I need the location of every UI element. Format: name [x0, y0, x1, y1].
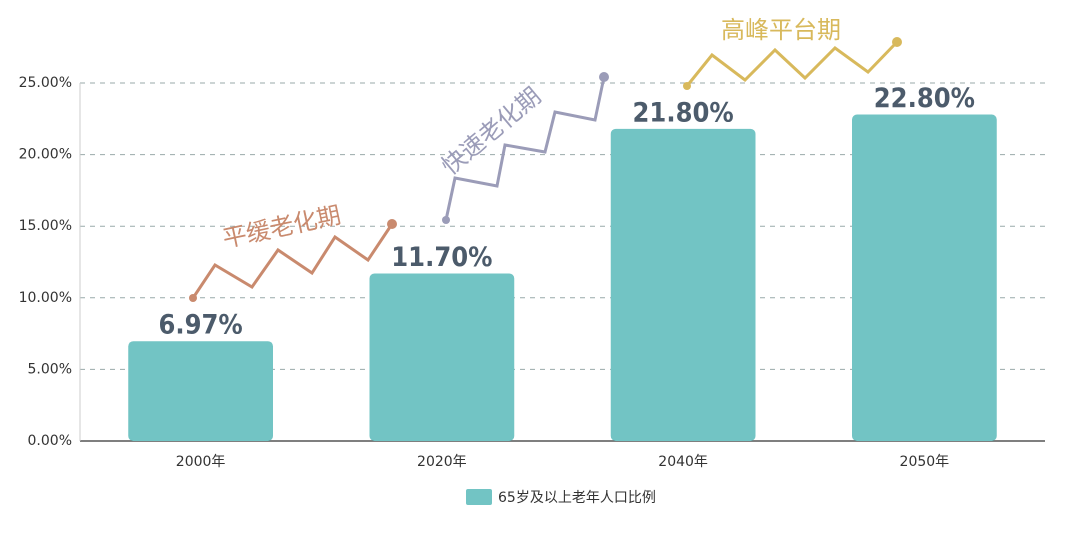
bars [128, 114, 997, 441]
y-tick-label: 15.00% [19, 218, 72, 234]
y-tick-label: 0.00% [28, 433, 72, 449]
x-tick-label: 2050年 [900, 454, 950, 470]
legend: 65岁及以上老年人口比例 [466, 489, 656, 506]
y-tick-label: 20.00% [19, 147, 72, 163]
x-tick-label: 2040年 [658, 454, 708, 470]
bar [369, 273, 515, 441]
zigzag [444, 76, 606, 221]
bar [128, 341, 273, 441]
bar [852, 114, 997, 441]
decorations [189, 37, 902, 302]
bar [610, 128, 756, 441]
x-tick-label: 2000年 [176, 454, 226, 470]
y-tick-label: 25.00% [19, 75, 72, 91]
legend-swatch [466, 489, 492, 505]
zigzag [685, 40, 899, 87]
dot [387, 219, 397, 229]
value-label: 22.80% [874, 83, 975, 114]
value-label: 21.80% [633, 97, 734, 128]
y-tick-label: 10.00% [19, 290, 72, 306]
dot [189, 294, 197, 302]
dot [683, 82, 691, 90]
annotation: 高峰平台期 [721, 16, 841, 44]
value-label: 6.97% [158, 310, 242, 341]
y-tick-label: 5.00% [28, 361, 72, 377]
value-label: 11.70% [391, 242, 492, 273]
dot [442, 216, 450, 224]
dot [892, 37, 902, 47]
legend-label: 65岁及以上老年人口比例 [498, 490, 656, 506]
dot [599, 72, 609, 82]
x-tick-label: 2020年 [417, 454, 467, 470]
zigzag [191, 223, 394, 299]
